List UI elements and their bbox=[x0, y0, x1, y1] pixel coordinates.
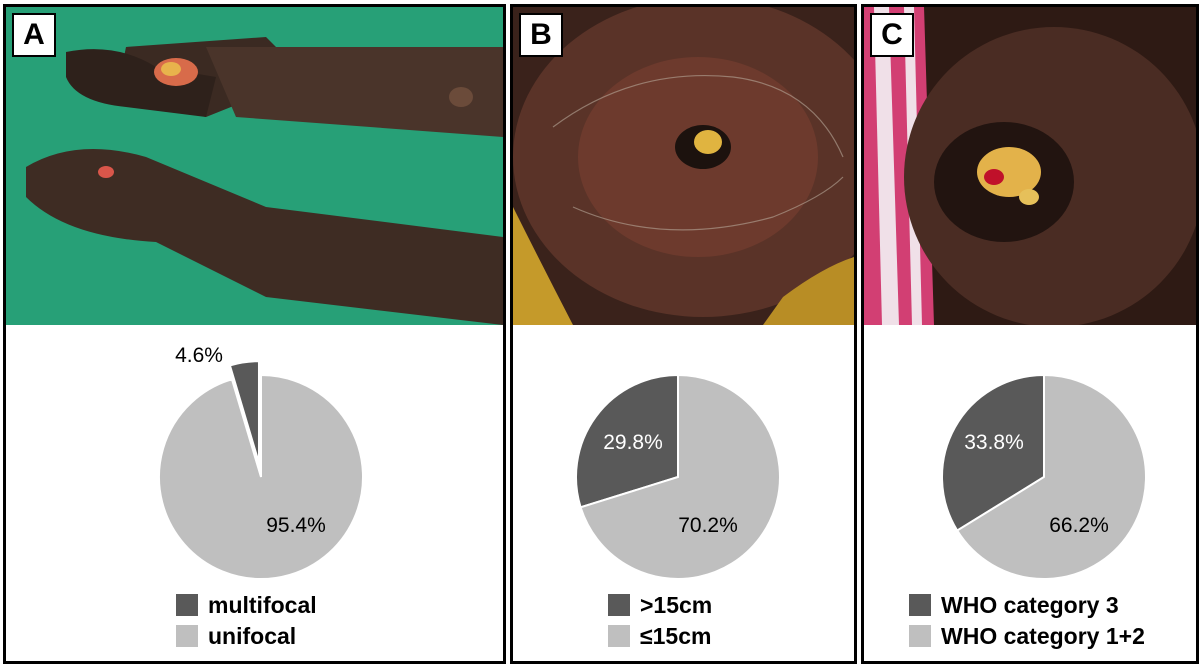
pie-slices bbox=[941, 373, 1147, 580]
legend-item-who-1-2: WHO category 1+2 bbox=[909, 623, 1145, 649]
slice-label-under-15cm: 70.2% bbox=[678, 514, 738, 537]
pie-slice-light bbox=[158, 373, 364, 580]
photo-chest-lesion: B bbox=[513, 7, 854, 325]
slice-label-who-3: 33.8% bbox=[964, 431, 1024, 454]
panel-b: B 29.8% 70.2% >15cm ≤15cm bbox=[510, 4, 857, 664]
legend-label: ≤15cm bbox=[640, 622, 712, 649]
slice-label-over-15cm: 29.8% bbox=[603, 431, 663, 454]
legend-item-under-15cm: ≤15cm bbox=[608, 623, 711, 649]
pie-slices bbox=[158, 360, 364, 580]
legend-item-who-3: WHO category 3 bbox=[909, 592, 1119, 618]
pie-slice-light bbox=[579, 373, 781, 580]
slice-label-multifocal: 4.6% bbox=[175, 344, 223, 367]
legend-label: unifocal bbox=[208, 622, 297, 649]
panel-label: C bbox=[870, 13, 914, 57]
legend-item-multifocal: multifocal bbox=[176, 592, 317, 618]
legend-item-over-15cm: >15cm bbox=[608, 592, 712, 618]
pie-chart-who-category: 33.8% 66.2% bbox=[941, 373, 1147, 580]
legend-swatch-light bbox=[909, 625, 931, 647]
photo-shoulder-lesion: C bbox=[864, 7, 1196, 325]
legend-label: WHO category 1+2 bbox=[941, 622, 1145, 649]
legend-label: multifocal bbox=[208, 591, 317, 618]
pie-slice-light bbox=[955, 373, 1147, 580]
pie-slice-dark bbox=[575, 373, 679, 509]
legend-label: >15cm bbox=[640, 591, 713, 618]
panel-c: C 33.8% 66.2% WHO category 3 WHO categor… bbox=[861, 4, 1199, 664]
pie-slice-dark bbox=[228, 360, 260, 464]
slice-label-unifocal: 95.4% bbox=[266, 514, 326, 537]
legend-item-unifocal: unifocal bbox=[176, 623, 296, 649]
legend-swatch-light bbox=[176, 625, 198, 647]
legend-swatch-dark bbox=[176, 594, 198, 616]
legend-swatch-light bbox=[608, 625, 630, 647]
legend-swatch-dark bbox=[909, 594, 931, 616]
pie-chart-size: 29.8% 70.2% bbox=[575, 373, 781, 580]
panel-label: B bbox=[519, 13, 563, 57]
pie-chart-multifocal: 4.6% 95.4% bbox=[158, 344, 364, 580]
pie-slices bbox=[575, 373, 781, 580]
legend-swatch-dark bbox=[608, 594, 630, 616]
legend-label: WHO category 3 bbox=[941, 591, 1119, 618]
slice-label-who-1-2: 66.2% bbox=[1049, 514, 1109, 537]
panel-label: A bbox=[12, 13, 56, 57]
panel-a: A 4.6% 95.4% multifocal unifocal bbox=[3, 4, 506, 664]
photo-legs-lesion: A bbox=[6, 7, 503, 325]
